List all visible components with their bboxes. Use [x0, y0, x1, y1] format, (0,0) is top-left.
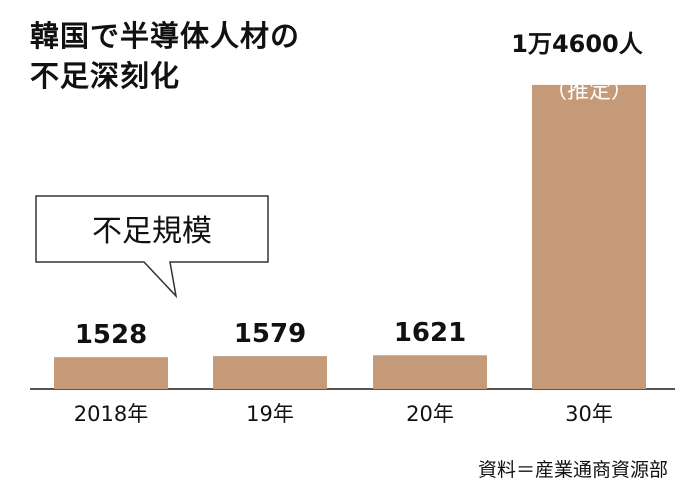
bar-2 — [373, 355, 487, 389]
bar-1 — [213, 356, 327, 389]
x-tick-label-0: 2018年 — [74, 402, 148, 426]
callout-text: 不足規模 — [92, 214, 212, 249]
title-line-1: 韓国で半導体人材の — [30, 19, 301, 53]
x-tick-label-3: 30年 — [565, 402, 613, 426]
bar-3 — [532, 84, 646, 389]
data-label-0: 1528 — [75, 320, 147, 350]
data-note-3: （推定） — [545, 79, 633, 104]
x-tick-label-1: 19年 — [246, 402, 294, 426]
data-label-3: 1万4600人 — [511, 30, 643, 58]
title-line-2: 不足深刻化 — [30, 59, 181, 93]
source-note: 資料＝産業通商資源部 — [477, 459, 668, 481]
chart-title: 韓国で半導体人材の 不足深刻化 — [30, 16, 300, 96]
x-tick-label-2: 20年 — [406, 402, 454, 426]
callout-bubble — [35, 195, 269, 299]
bar-0 — [54, 357, 168, 389]
data-label-2: 1621 — [394, 318, 466, 348]
data-label-1: 1579 — [234, 319, 306, 349]
